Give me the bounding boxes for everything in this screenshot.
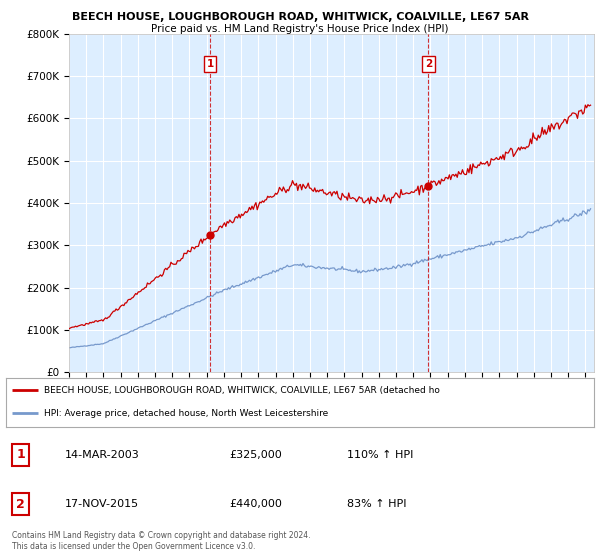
Text: Price paid vs. HM Land Registry's House Price Index (HPI): Price paid vs. HM Land Registry's House … bbox=[151, 24, 449, 34]
Text: 14-MAR-2003: 14-MAR-2003 bbox=[65, 450, 140, 460]
Text: £440,000: £440,000 bbox=[229, 499, 283, 509]
Text: HPI: Average price, detached house, North West Leicestershire: HPI: Average price, detached house, Nort… bbox=[44, 409, 328, 418]
Text: 2: 2 bbox=[425, 59, 432, 69]
Text: Contains HM Land Registry data © Crown copyright and database right 2024.
This d: Contains HM Land Registry data © Crown c… bbox=[12, 531, 311, 551]
Text: 83% ↑ HPI: 83% ↑ HPI bbox=[347, 499, 407, 509]
Text: BEECH HOUSE, LOUGHBOROUGH ROAD, WHITWICK, COALVILLE, LE67 5AR: BEECH HOUSE, LOUGHBOROUGH ROAD, WHITWICK… bbox=[71, 12, 529, 22]
Text: 110% ↑ HPI: 110% ↑ HPI bbox=[347, 450, 413, 460]
Text: BEECH HOUSE, LOUGHBOROUGH ROAD, WHITWICK, COALVILLE, LE67 5AR (detached ho: BEECH HOUSE, LOUGHBOROUGH ROAD, WHITWICK… bbox=[44, 386, 440, 395]
Text: 1: 1 bbox=[16, 448, 25, 461]
Text: 1: 1 bbox=[206, 59, 214, 69]
Text: £325,000: £325,000 bbox=[229, 450, 282, 460]
Text: 2: 2 bbox=[16, 497, 25, 511]
Text: 17-NOV-2015: 17-NOV-2015 bbox=[65, 499, 139, 509]
